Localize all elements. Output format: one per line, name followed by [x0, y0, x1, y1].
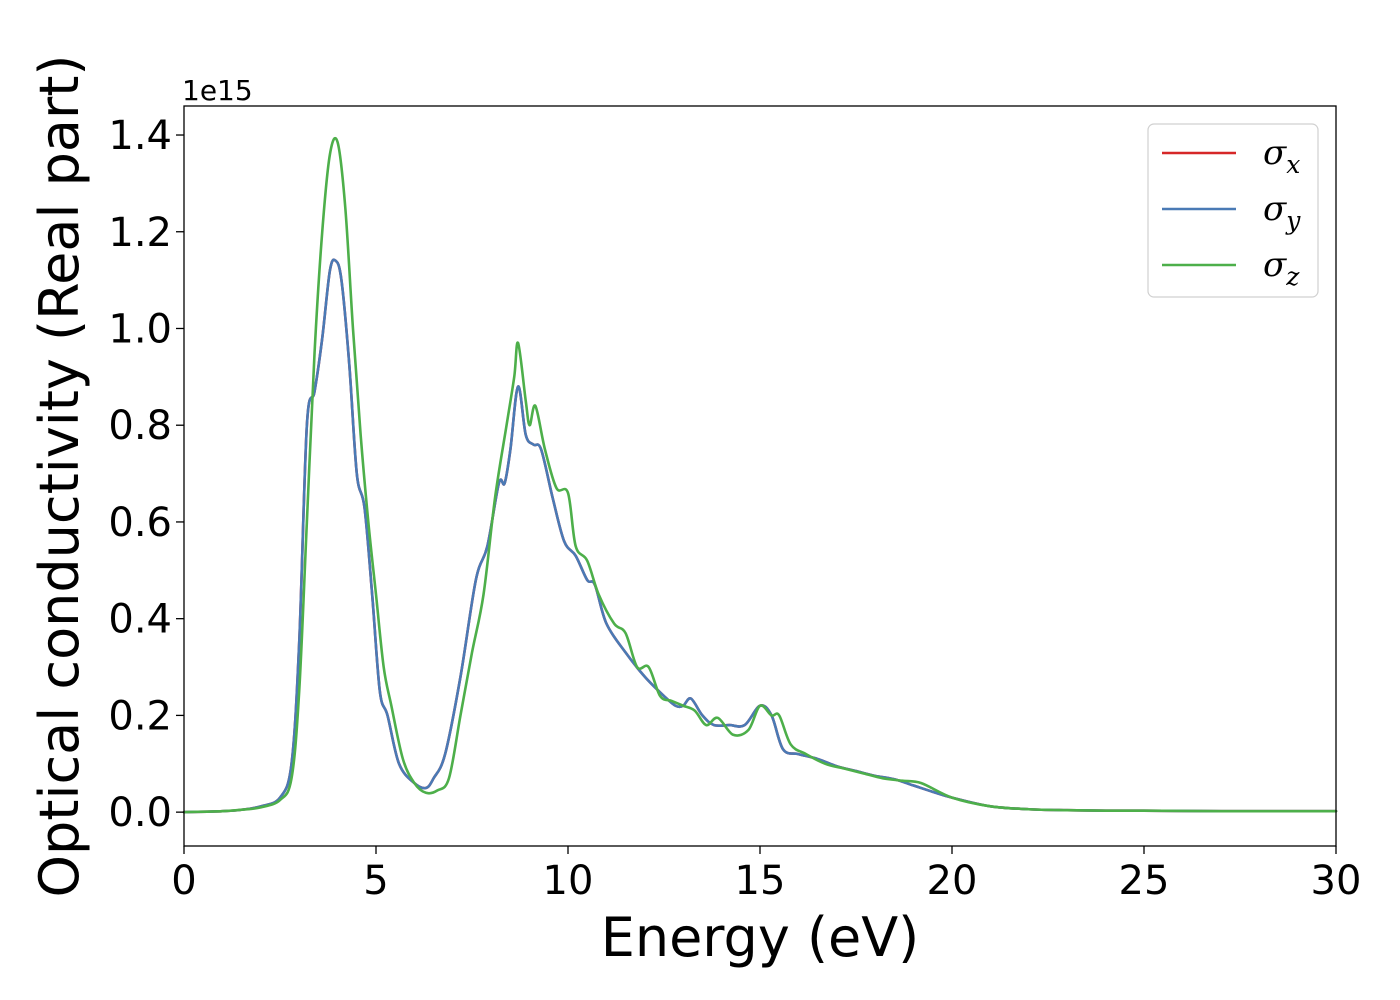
x-tick-label: 25	[1119, 858, 1170, 904]
legend-label-z: σz	[1263, 245, 1300, 291]
legend-label-base: σ	[1263, 133, 1287, 173]
legend-label-base: σ	[1263, 245, 1287, 285]
y-axis-offset-label: 1e15	[182, 74, 253, 107]
y-axis-label: Optical conductivity (Real part)	[28, 55, 91, 898]
x-tick-label: 20	[927, 858, 978, 904]
legend-label-subscript: y	[1285, 206, 1301, 235]
legend-frame	[1147, 123, 1319, 298]
x-tick-label: 30	[1311, 858, 1362, 904]
y-tick-label: 0.0	[108, 790, 172, 836]
legend-label-x: σx	[1263, 133, 1300, 179]
x-axis-label: Energy (eV)	[601, 906, 920, 969]
x-tick-label: 15	[735, 858, 786, 904]
y-tick-label: 1.2	[108, 210, 172, 256]
legend-label-y: σy	[1263, 189, 1301, 235]
legend-label-subscript: x	[1286, 150, 1300, 179]
y-axis-ticks: 0.0 0.2 0.4 0.6 0.8 1.0 1.2 1.4	[108, 113, 184, 836]
y-tick-label: 0.8	[108, 403, 172, 449]
y-tick-label: 1.4	[108, 113, 172, 159]
x-tick-label: 0	[171, 858, 196, 904]
y-tick-label: 0.2	[108, 693, 172, 739]
x-axis-ticks: 0 5 10 15 20 25 30	[171, 846, 1361, 904]
x-tick-label: 5	[363, 858, 388, 904]
y-tick-label: 0.6	[108, 500, 172, 546]
series-line-z	[182, 136, 1338, 814]
y-tick-label: 0.4	[108, 597, 172, 643]
y-tick-label: 1.0	[108, 306, 172, 352]
x-tick-label: 10	[543, 858, 594, 904]
legend-label-subscript: z	[1285, 262, 1300, 291]
legend-label-base: σ	[1263, 189, 1287, 229]
series-layer	[182, 136, 1338, 814]
